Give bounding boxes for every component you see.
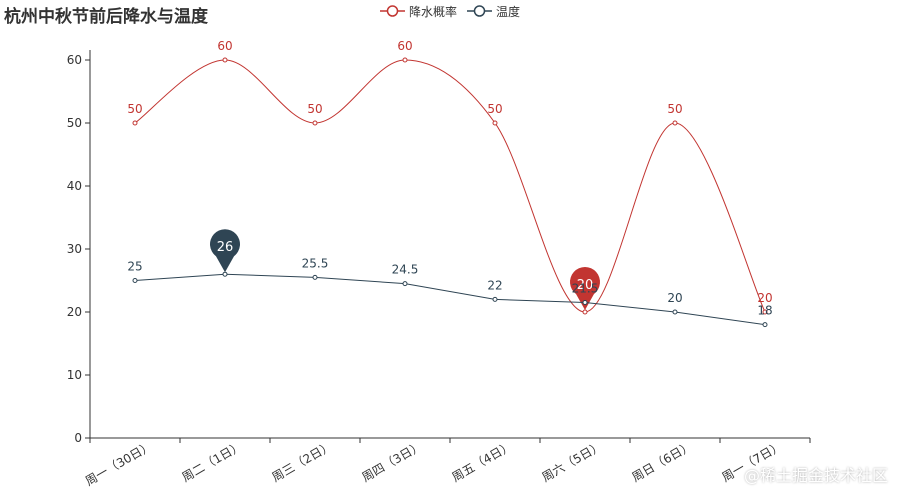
x-tick-label: 周日（6日） (630, 439, 696, 485)
series-precip-data-label: 60 (397, 39, 412, 53)
series-precip-point (132, 120, 138, 126)
x-tick-label: 周一（30日） (83, 439, 155, 489)
series-temp-point (312, 274, 318, 280)
series-temp-point (132, 278, 138, 283)
series-precip-point (582, 309, 588, 315)
x-tick-label: 周五（4日） (450, 439, 516, 485)
chart-title: 杭州中秋节前后降水与温度 (4, 7, 208, 27)
series-precip-data-label: 50 (667, 102, 682, 116)
series-temp-data-label: 18 (757, 304, 772, 318)
legend-temp-label: 温度 (496, 4, 521, 19)
legend: 降水概率 温度 (380, 2, 520, 20)
series-precip-data-label: 60 (217, 39, 232, 53)
series-temp-point (402, 281, 408, 287)
y-tick-label: 50 (67, 116, 82, 130)
series-precip-min-pin-label: 20 (577, 278, 594, 293)
series-precip-data-label: 20 (757, 291, 772, 305)
series-temp-data-label: 25.5 (302, 256, 329, 270)
series-precip-point (312, 120, 318, 126)
series-temp-point (222, 271, 228, 277)
y-tick-label: 60 (67, 53, 82, 67)
legend-precip-label: 降水概率 (409, 4, 458, 19)
y-tick-label: 0 (74, 431, 82, 445)
series-precip-data-label: 50 (307, 102, 322, 116)
x-tick-label: 周六（5日） (540, 439, 606, 485)
x-tick-label: 周三（2日） (270, 439, 336, 485)
series-temp-max-pin-shape (209, 229, 240, 273)
y-tick-label: 40 (67, 179, 82, 193)
series-temp-data-label: 21.5 (572, 282, 599, 296)
series-precip-data-label: 50 (487, 102, 502, 116)
series-precip-data-label: 50 (127, 102, 142, 116)
series-temp-line (134, 273, 766, 326)
x-tick-label: 周四（3日） (360, 439, 426, 485)
series-precip-min-pin-shape (570, 267, 600, 310)
series-temp-data-label: 24.5 (392, 263, 419, 277)
series-temp-data-label: 20 (667, 291, 682, 305)
series-temp-data-label: 25 (127, 260, 142, 274)
series-precip-point (492, 120, 498, 126)
series-precip-point (762, 309, 768, 315)
series-temp-point (582, 300, 588, 306)
series-temp-data-label: 22 (487, 278, 502, 292)
y-tick-label: 30 (67, 242, 82, 256)
series-temp-point (762, 322, 768, 328)
series-precip-point (402, 57, 408, 63)
legend-precip-line-icon (380, 5, 405, 17)
x-tick-label: 周二（1日） (180, 439, 246, 485)
y-tick-label: 10 (67, 368, 82, 382)
series-temp-point (672, 309, 678, 315)
y-tick-label: 20 (67, 305, 82, 319)
legend-temp-line-icon (467, 5, 493, 17)
series-temp-max-pin-label: 26 (217, 240, 234, 255)
series-temp-point (492, 296, 498, 302)
series-precip-point (672, 120, 678, 126)
legend-item-precip[interactable]: 降水概率 (380, 3, 457, 20)
watermark: @稀土掘金技术社区 (743, 466, 888, 485)
legend-item-temp[interactable]: 温度 (467, 3, 520, 20)
series-precip-point (222, 57, 228, 63)
